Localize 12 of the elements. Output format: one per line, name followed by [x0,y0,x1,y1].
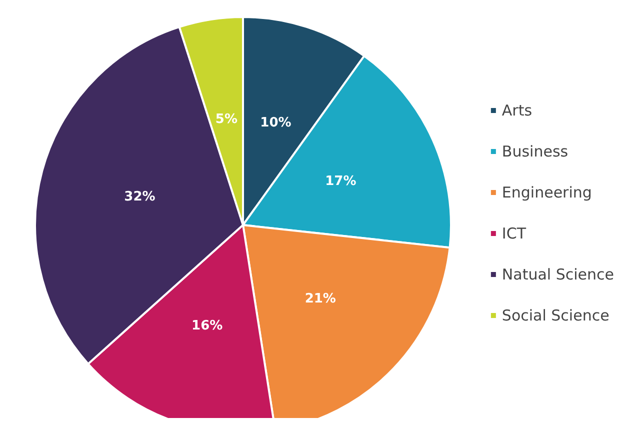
legend-label: Natual Science [502,266,614,284]
legend-label: Engineering [502,184,592,202]
legend-label: Social Science [502,306,610,324]
legend-label: Arts [502,102,532,120]
legend-label: ICT [502,224,527,242]
legend-label: Business [502,142,568,160]
data-label: 16% [192,318,223,334]
data-label: 10% [260,116,292,131]
data-label: 21% [304,291,336,306]
data-label: 32% [124,190,156,205]
data-label: 17% [325,174,356,189]
data-label: 5% [215,112,238,127]
